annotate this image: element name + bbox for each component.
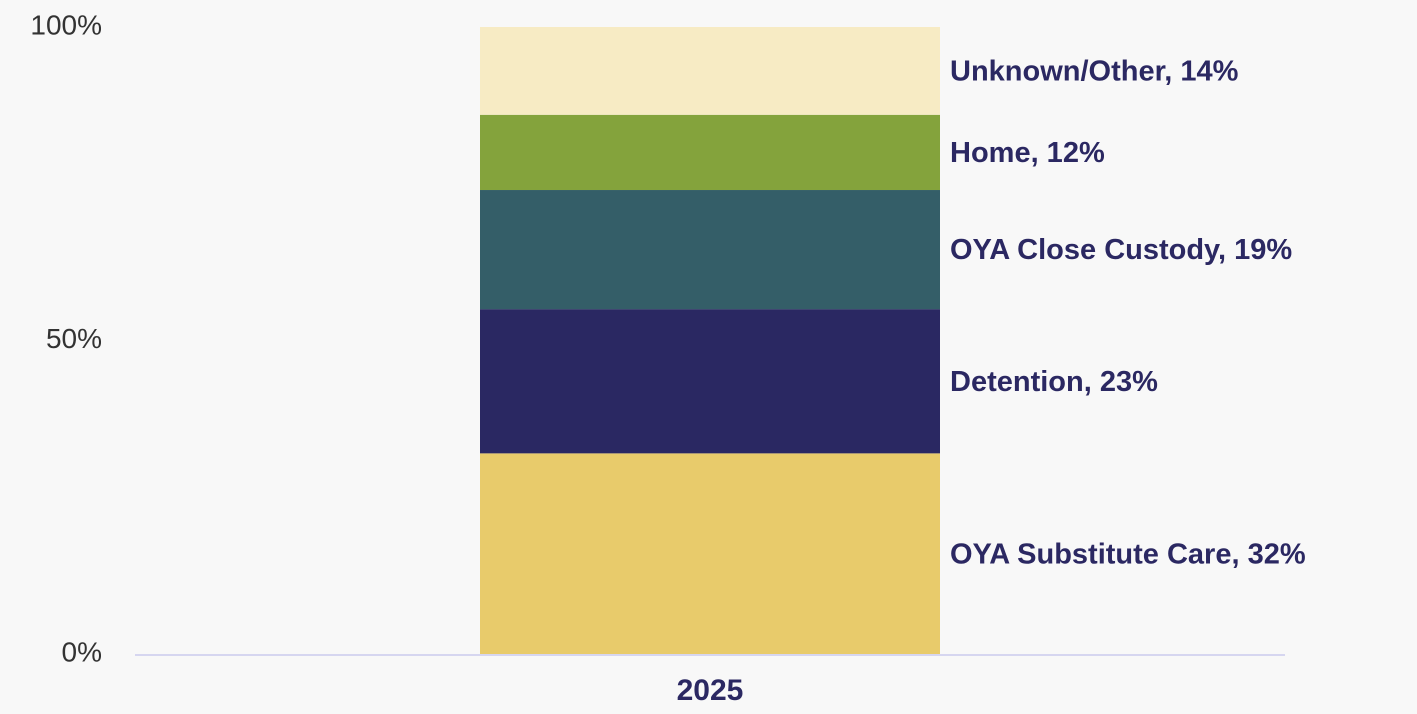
data-label: OYA Substitute Care, 32% [950, 538, 1306, 570]
data-label: Home, 12% [950, 137, 1105, 169]
bar-segment [480, 309, 940, 454]
bar-segment [480, 114, 940, 191]
y-tick-label: 100% [30, 9, 102, 40]
data-label: Detention, 23% [950, 366, 1158, 398]
y-tick-label: 0% [62, 636, 102, 667]
bar-segment [480, 190, 940, 310]
data-label: OYA Close Custody, 19% [950, 234, 1292, 266]
data-label: Unknown/Other, 14% [950, 56, 1239, 88]
bar-segment [480, 27, 940, 115]
bar-segment [480, 453, 940, 654]
x-tick-label: 2025 [677, 674, 744, 707]
y-tick-label: 50% [46, 323, 102, 354]
